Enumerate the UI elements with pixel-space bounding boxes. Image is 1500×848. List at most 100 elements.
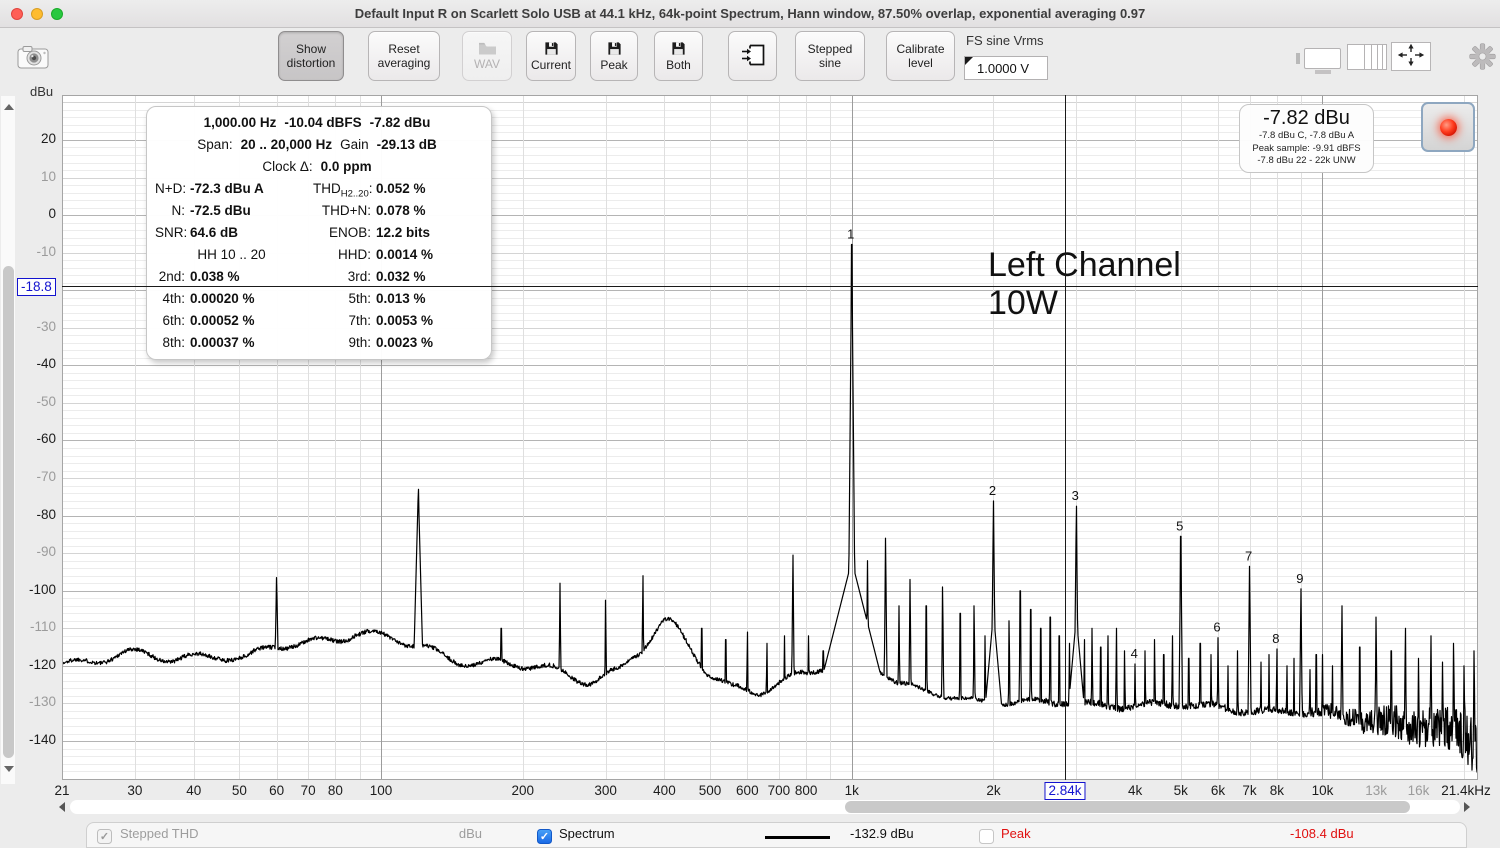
spectrum-trace-swatch <box>765 836 830 839</box>
vertical-scrollbar-thumb[interactable] <box>3 266 14 758</box>
spectrum-checkbox[interactable]: ✓ <box>537 829 552 844</box>
scroll-right-arrow-icon[interactable] <box>1464 802 1470 812</box>
channel-annotation: Left Channel 10W <box>988 246 1181 322</box>
spectrum-trace <box>63 243 1477 774</box>
scroll-up-arrow-icon[interactable] <box>4 104 14 110</box>
x-tick-label: 10k <box>1311 783 1334 798</box>
y-tick-label: 20 <box>40 130 56 146</box>
stepped-sine-button[interactable]: Stepped sine <box>795 31 865 81</box>
info-stat-row: 6th: 0.00052 % 7th: 0.0053 % <box>155 310 479 332</box>
x-tick-label: 200 <box>511 783 534 798</box>
stepped-thd-checkbox[interactable]: ✓ <box>97 829 112 844</box>
close-window-button[interactable] <box>11 8 23 20</box>
vertical-scrollbar[interactable] <box>1 96 15 784</box>
show-distortion-button[interactable]: Show distortion <box>278 31 344 81</box>
display-icon[interactable] <box>1295 46 1343 74</box>
x-tick-label: 4k <box>1128 783 1143 798</box>
y-tick-label: -10 <box>36 243 56 259</box>
minimize-window-button[interactable] <box>31 8 43 20</box>
info-label: 9th: <box>348 335 371 350</box>
scroll-left-arrow-icon[interactable] <box>59 802 65 812</box>
y-tick-label: -70 <box>36 469 56 485</box>
frequency-cursor-line[interactable] <box>1065 95 1066 780</box>
horizontal-scrollbar-thumb[interactable] <box>845 801 1410 813</box>
import-button[interactable] <box>728 31 777 81</box>
info-value: 0.032 % <box>376 269 426 284</box>
save-current-label: Current <box>530 57 571 72</box>
info-stat-row: HH 10 .. 20 HHD: 0.0014 % <box>155 244 479 266</box>
calibrate-level-button[interactable]: Calibrate level <box>886 31 955 81</box>
y-tick-label: -100 <box>28 581 56 597</box>
x-tick-label: 60 <box>269 783 285 798</box>
info-label: 2nd: <box>158 269 185 284</box>
reset-averaging-button[interactable]: Reset averaging <box>368 31 440 81</box>
info-header-segment: 20 .. 20,000 Hz <box>240 137 333 152</box>
y-tick-label: -140 <box>28 732 56 748</box>
import-icon <box>738 40 768 73</box>
info-stat-row: N: -72.5 dBu THD+N: 0.078 % <box>155 200 479 222</box>
save-current-button[interactable]: Current <box>526 31 576 81</box>
screenshot-button[interactable] <box>14 42 52 74</box>
harmonic-label: 6 <box>1213 620 1220 635</box>
info-value: -72.5 dBu <box>190 203 251 218</box>
fs-sine-vrms-input[interactable] <box>964 56 1048 80</box>
level-cursor-label[interactable]: -18.8 <box>17 278 56 296</box>
annotation-line2: 10W <box>988 284 1058 322</box>
zoom-window-button[interactable] <box>51 8 63 20</box>
x-tick-label: 50 <box>231 783 247 798</box>
field-corner-marker <box>965 57 973 65</box>
info-label: 6th: <box>162 313 185 328</box>
info-label: 4th: <box>162 291 185 306</box>
info-header-segment: Span: <box>197 137 233 152</box>
x-tick-label: 1k <box>844 783 859 798</box>
save-wav-label: WAV <box>474 57 500 71</box>
generator-on-button[interactable] <box>1421 102 1475 152</box>
level-cursor-line[interactable] <box>62 286 1478 287</box>
info-value: 0.0023 % <box>376 335 434 350</box>
y-tick-label: 10 <box>40 168 56 184</box>
frequency-cursor-label[interactable]: 2.84k <box>1044 782 1086 800</box>
info-label: THD+N: <box>321 203 371 218</box>
floppy-icon <box>544 41 559 56</box>
info-value: 12.2 bits <box>376 225 431 240</box>
level-readout-panel: -7.82 dBu -7.8 dBu C, -7.8 dBu A Peak sa… <box>1239 104 1374 173</box>
legend-units-label: dBu <box>458 826 482 841</box>
info-stat-row: SNR: 64.6 dB ENOB: 12.2 bits <box>155 222 479 244</box>
level-readout-peak-sample: Peak sample: -9.91 dBFS <box>1252 142 1361 154</box>
spectrum-value: -132.9 dBu <box>850 826 914 841</box>
harmonic-label: 1 <box>847 227 854 242</box>
info-label: HH 10 .. 20 <box>197 247 266 262</box>
info-value: 0.00052 % <box>190 313 255 328</box>
save-peak-button[interactable]: Peak <box>590 31 638 81</box>
info-stat-row: 2nd: 0.038 % 3rd: 0.032 % <box>155 266 479 288</box>
x-tick-label: 70 <box>300 783 316 798</box>
x-tick-label: 30 <box>127 783 143 798</box>
info-label: SNR: <box>155 225 188 240</box>
info-value: 0.00020 % <box>190 291 255 306</box>
horizontal-scrollbar[interactable] <box>70 800 1460 814</box>
save-both-button[interactable]: Both <box>654 31 703 81</box>
window-title: Default Input R on Scarlett Solo USB at … <box>354 6 1146 21</box>
info-stat-row: 4th: 0.00020 % 5th: 0.013 % <box>155 288 479 310</box>
x-tick-label: 13k <box>1365 783 1387 798</box>
spectrum-plot[interactable]: 1 2 3 4 5 6 7 8 9 <box>62 95 1478 780</box>
x-tick-label: 400 <box>653 783 676 798</box>
info-label: 5th: <box>348 291 371 306</box>
calibrate-level-label: Calibrate level <box>896 42 948 70</box>
info-label: 7th: <box>348 313 371 328</box>
title-bar: Default Input R on Scarlett Solo USB at … <box>0 0 1500 28</box>
x-tick-label: 600 <box>736 783 759 798</box>
expand-axes-button[interactable] <box>1391 42 1431 71</box>
columns-icon[interactable] <box>1347 44 1387 70</box>
floppy-icon <box>671 41 686 56</box>
harmonic-label: 8 <box>1272 631 1279 646</box>
scroll-down-arrow-icon[interactable] <box>4 766 14 772</box>
x-tick-label: 80 <box>327 783 343 798</box>
y-tick-label: -80 <box>36 506 56 522</box>
harmonic-label: 5 <box>1176 518 1183 533</box>
peak-checkbox[interactable] <box>979 829 994 844</box>
level-readout-weighted: -7.8 dBu C, -7.8 dBu A <box>1258 130 1355 141</box>
gear-icon[interactable] <box>1469 43 1496 70</box>
info-value: 0.0053 % <box>376 313 434 328</box>
info-header-segment: -29.13 dB <box>376 137 437 152</box>
